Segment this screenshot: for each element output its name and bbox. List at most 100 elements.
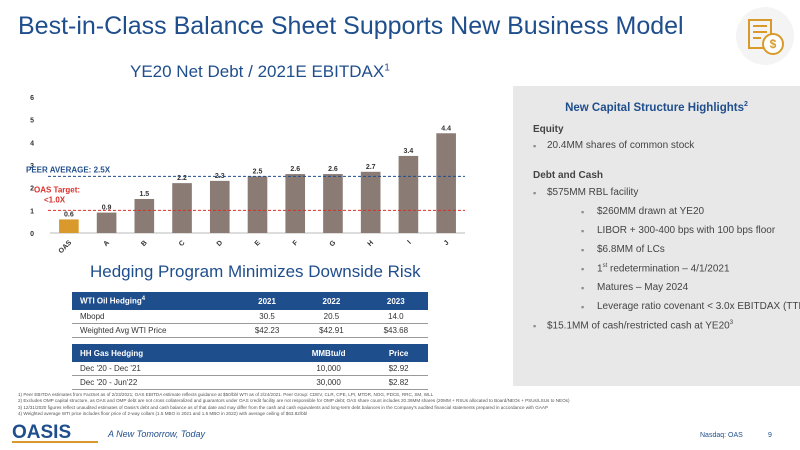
data-label: 4.4 (441, 125, 451, 132)
capital-structure-panel: New Capital Structure Highlights2 Equity… (513, 86, 800, 386)
footnote: 1) Peer EBITDA estimates from FactSet as… (18, 392, 434, 397)
table-cell: $2.82 (369, 375, 428, 390)
tagline: A New Tomorrow, Today (108, 429, 206, 439)
list-item: 1st redetermination – 4/1/2021 (581, 263, 729, 274)
column-header: WTI Oil Hedging4 (72, 292, 235, 310)
list-item: $260MM drawn at YE20 (581, 206, 704, 217)
data-label: 2.5 (253, 168, 263, 175)
table-cell: Dec '20 - Jun'22 (72, 375, 288, 390)
footnote: 4) Weighted average WTI price includes f… (18, 410, 308, 416)
table-cell: Dec '20 - Dec '21 (72, 362, 288, 376)
column-header: 2023 (363, 292, 428, 310)
list-item: $15.1MM of cash/restricted cash at YE203 (533, 320, 733, 331)
table-row: Dec '20 - Dec '21 10,000 $2.92 (72, 362, 428, 376)
bar (360, 171, 381, 233)
y-tick-label: 2 (30, 186, 34, 193)
table-header-row: WTI Oil Hedging4 2021 2022 2023 (72, 292, 428, 310)
bar (247, 176, 268, 233)
page-title: Best-in-Class Balance Sheet Supports New… (18, 12, 684, 40)
list-item: 20.4MM shares of common stock (533, 140, 694, 151)
money-gear-icon: $ (736, 7, 794, 65)
list-item: Leverage ratio covenant < 3.0x EBITDAX (… (581, 301, 800, 312)
data-label: 2.7 (366, 164, 376, 171)
list-item: $6.8MM of LCs (581, 244, 665, 255)
footnote: 3) 12/31/2020 figures reflect unaudited … (18, 404, 549, 410)
svg-text:OASIS: OASIS (12, 422, 71, 443)
bar (323, 174, 343, 233)
footnote: 2) Excludes OMP capital structure, as OA… (18, 398, 570, 404)
bar (134, 199, 155, 233)
bar (59, 219, 79, 233)
panel-title: New Capital Structure Highlights2 (565, 101, 748, 114)
data-label: 0.6 (64, 211, 74, 218)
data-label: 2.6 (328, 166, 338, 173)
data-label: 0.9 (102, 205, 112, 212)
table-header-row: HH Gas Hedging MMBtu/d Price (72, 344, 428, 362)
data-label: 1.5 (139, 191, 149, 198)
column-header: HH Gas Hedging (72, 344, 288, 362)
column-header: 2021 (234, 292, 300, 310)
category-label: H (367, 239, 376, 248)
column-header: MMBtu/d (288, 344, 370, 362)
table-row: Dec '20 - Jun'22 30,000 $2.82 (72, 375, 428, 390)
hedging-title: Hedging Program Minimizes Downside Risk (90, 262, 421, 281)
y-tick-label: 4 (30, 140, 34, 147)
category-label: F (292, 239, 300, 247)
net-debt-bar-chart: 01234560.6OAS0.9A1.5B2.2C2.3D2.5E2.6F2.6… (26, 95, 465, 255)
oil-hedging-table: WTI Oil Hedging4 2021 2022 2023 Mbopd 30… (72, 292, 428, 338)
oas-target-label: OAS Target: (34, 185, 80, 194)
equity-label: Equity (533, 124, 564, 135)
bar (285, 174, 306, 233)
oasis-logo: OASIS (12, 422, 98, 443)
table-cell: 20.5 (299, 310, 364, 324)
page-number: 9 (768, 432, 772, 439)
table-cell: $42.23 (234, 323, 300, 338)
data-label: 2.6 (290, 166, 300, 173)
table-cell: $43.68 (363, 323, 428, 338)
data-label: 2.2 (177, 175, 187, 182)
category-label: I (406, 239, 412, 245)
debt-cash-label: Debt and Cash (533, 170, 604, 181)
category-label: B (140, 239, 149, 248)
category-label: A (102, 239, 111, 248)
table-cell: $42.91 (299, 323, 364, 338)
bar (96, 212, 117, 233)
bar (398, 155, 419, 233)
table-cell: 10,000 (288, 362, 370, 376)
svg-text:$: $ (770, 37, 777, 51)
table-cell: $2.92 (369, 362, 428, 376)
bar (172, 183, 192, 233)
oas-target-value: <1.0X (44, 195, 66, 204)
footnotes: 1) Peer EBITDA estimates from FactSet as… (18, 392, 778, 417)
category-label: D (216, 239, 225, 248)
table-cell: 14.0 (363, 310, 428, 324)
chart-title: YE20 Net Debt / 2021E EBITDAX1 (130, 62, 390, 81)
column-header: 2022 (299, 292, 364, 310)
table-row: Weighted Avg WTI Price $42.23 $42.91 $43… (72, 323, 428, 338)
table-cell: Mbopd (72, 310, 235, 324)
list-item: Matures – May 2024 (581, 282, 688, 293)
ticker: Nasdaq: OAS (700, 432, 743, 439)
bar (209, 180, 230, 233)
peer-average-label: PEER AVERAGE: 2.5X (26, 165, 111, 174)
y-tick-label: 1 (30, 208, 34, 215)
table-cell: 30.5 (234, 310, 300, 324)
y-tick-label: 3 (30, 163, 34, 170)
category-label: G (329, 239, 338, 248)
category-label: J (443, 239, 451, 247)
list-item: $575MM RBL facility (533, 187, 638, 198)
table-row: Mbopd 30.5 20.5 14.0 (72, 310, 428, 324)
y-tick-label: 5 (30, 118, 34, 125)
column-header: Price (369, 344, 428, 362)
y-tick-label: 0 (30, 231, 34, 238)
bar (436, 133, 456, 233)
category-label: OAS (58, 239, 74, 255)
list-item: LIBOR + 300-400 bps with 100 bps floor (581, 225, 775, 236)
table-cell: 30,000 (288, 375, 370, 390)
category-label: C (178, 239, 187, 248)
gas-hedging-table: HH Gas Hedging MMBtu/d Price Dec '20 - D… (72, 344, 428, 390)
data-label: 3.4 (404, 148, 414, 155)
category-label: E (254, 239, 262, 247)
y-tick-label: 6 (30, 95, 34, 102)
table-cell: Weighted Avg WTI Price (72, 323, 235, 338)
